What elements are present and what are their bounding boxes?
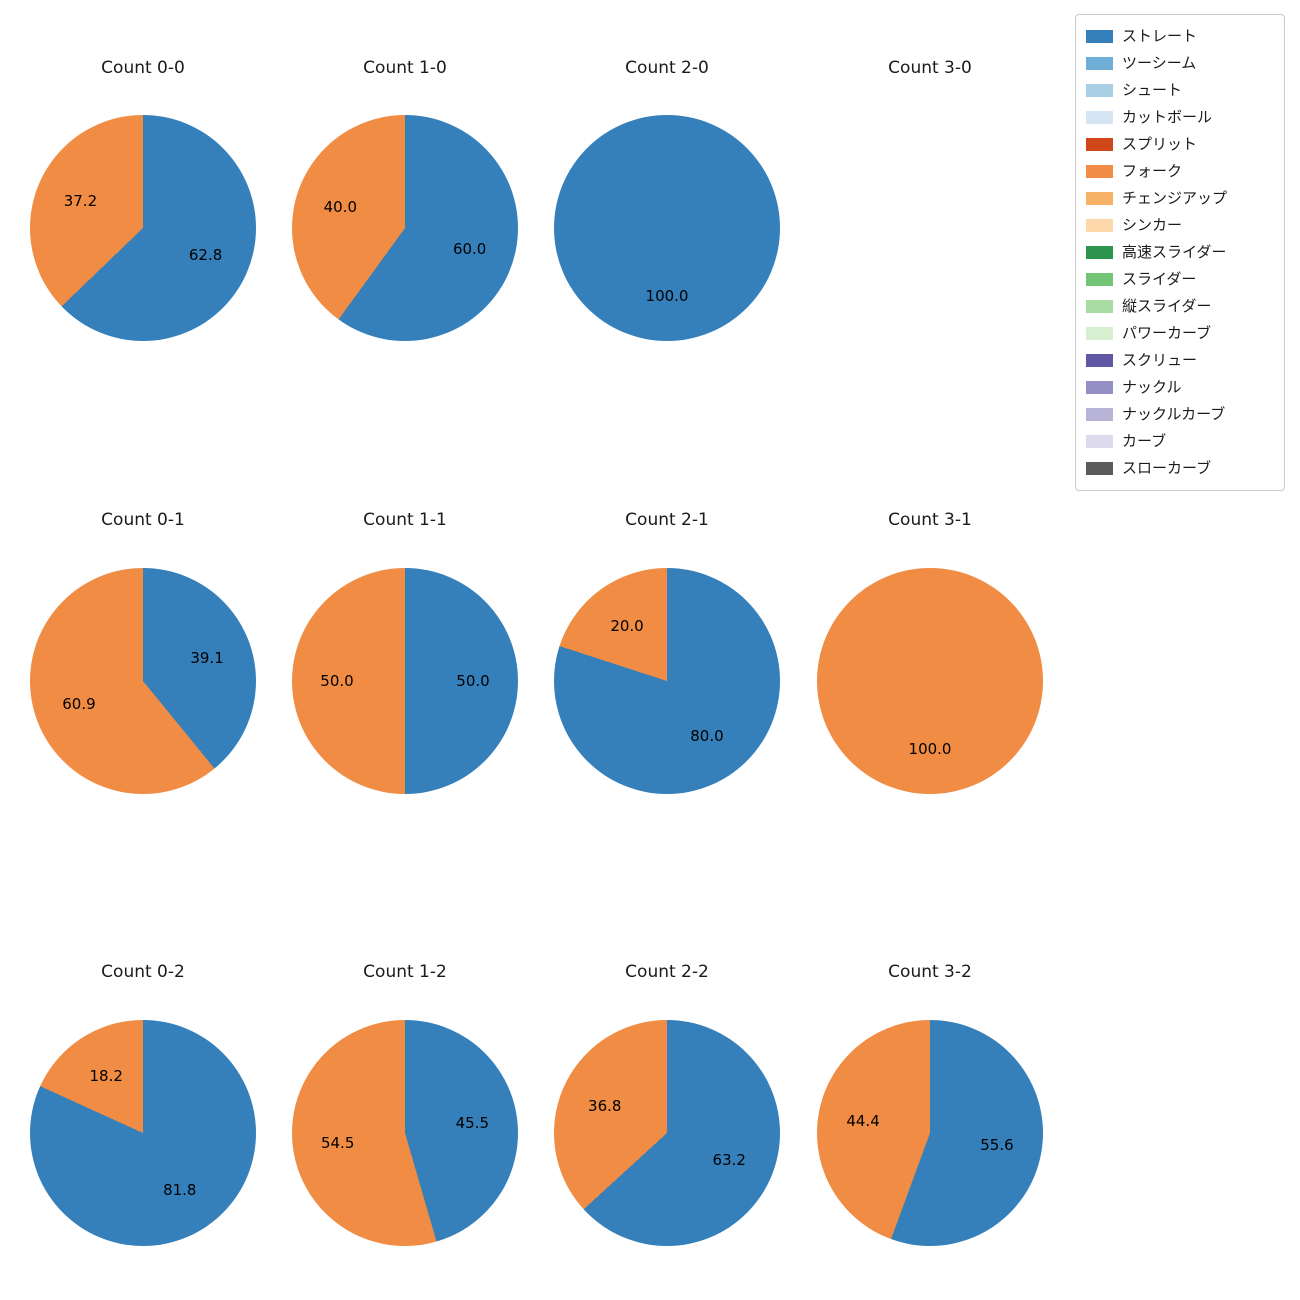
legend-swatch — [1086, 219, 1113, 232]
legend-item: 縦スライダー — [1086, 293, 1274, 320]
pie-count-3-1 — [817, 568, 1043, 794]
legend-label: 縦スライダー — [1122, 297, 1212, 315]
pie-slice-label: 18.2 — [89, 1066, 123, 1085]
legend-label: ナックル — [1122, 378, 1182, 396]
legend-swatch — [1086, 408, 1113, 421]
legend-label: シンカー — [1122, 216, 1183, 234]
pie-slice-label: 62.8 — [188, 245, 223, 264]
pie-slice-label: 36.8 — [588, 1096, 622, 1115]
legend-swatch — [1086, 165, 1113, 178]
legend-label: スプリット — [1122, 135, 1198, 153]
chart-title: Count 1-2 — [363, 962, 447, 982]
legend-item: ナックル — [1086, 374, 1274, 401]
chart-title: Count 0-1 — [101, 510, 185, 530]
chart-title: Count 2-2 — [625, 962, 709, 982]
pie-slice-label: 100.0 — [645, 287, 689, 305]
legend-item: チェンジアップ — [1086, 185, 1274, 212]
legend-swatch — [1086, 57, 1113, 70]
pie-count-2-2 — [554, 1020, 780, 1246]
legend-swatch — [1086, 192, 1113, 205]
legend-swatch — [1086, 84, 1113, 97]
pie-slice-label: 20.0 — [610, 616, 644, 635]
chart-title: Count 0-0 — [101, 58, 185, 78]
legend-swatch — [1086, 30, 1113, 43]
legend-item: ツーシーム — [1086, 50, 1274, 77]
pie-slice-label: 50.0 — [320, 672, 354, 690]
legend-label: スライダー — [1122, 270, 1197, 288]
legend-label: ナックルカーブ — [1122, 405, 1226, 423]
pie-count-1-1 — [292, 568, 518, 794]
legend-swatch — [1086, 246, 1113, 259]
pie-slice-label: 60.9 — [62, 694, 96, 713]
legend-label: チェンジアップ — [1122, 189, 1228, 207]
pie-count-0-1 — [30, 568, 256, 794]
legend-label: スローカーブ — [1122, 459, 1212, 477]
legend-item: フォーク — [1086, 158, 1274, 185]
pie-count-2-0 — [554, 115, 780, 341]
legend-item: ナックルカーブ — [1086, 401, 1274, 428]
legend-label: カーブ — [1122, 432, 1167, 450]
chart-title: Count 3-1 — [888, 510, 972, 530]
pie-slice-label: 63.2 — [712, 1151, 746, 1170]
legend-swatch — [1086, 273, 1113, 286]
pie-slice-label: 39.1 — [190, 649, 224, 668]
legend-swatch — [1086, 138, 1113, 151]
legend-item: パワーカーブ — [1086, 320, 1274, 347]
chart-title: Count 3-0 — [888, 58, 972, 78]
pie-slice-label: 80.0 — [690, 727, 724, 745]
legend-item: カットボール — [1086, 104, 1274, 131]
legend-item: スクリュー — [1086, 347, 1274, 374]
chart-title: Count 2-1 — [625, 510, 709, 530]
legend-label: カットボール — [1122, 108, 1213, 126]
legend-swatch — [1086, 111, 1113, 124]
legend-label: フォーク — [1122, 162, 1183, 180]
chart-title: Count 3-2 — [888, 962, 972, 982]
pie-slice-label: 55.6 — [980, 1135, 1014, 1154]
legend-item: 高速スライダー — [1086, 239, 1274, 266]
legend-item: シュート — [1086, 77, 1274, 104]
legend: ストレートツーシームシュートカットボール スプリットフォークチェンジアップ シンカー… — [1075, 14, 1285, 491]
pie-count-0-2 — [30, 1020, 256, 1246]
pie-count-0-0 — [30, 115, 256, 341]
legend-label: スクリュー — [1122, 351, 1198, 369]
pie-slice-label: 60.0 — [452, 240, 487, 258]
legend-swatch — [1086, 381, 1113, 394]
pie-count-2-1 — [554, 568, 780, 794]
legend-label: 高速スライダー — [1122, 243, 1227, 261]
legend-swatch — [1086, 300, 1113, 313]
pie-slice-label: 44.4 — [846, 1112, 880, 1131]
pie-count-3-2 — [817, 1020, 1043, 1246]
pie-slice-label: 37.2 — [63, 192, 98, 211]
legend-item: ストレート — [1086, 23, 1274, 50]
pie-slice-label: 54.5 — [320, 1133, 355, 1152]
legend-label: ツーシーム — [1122, 54, 1197, 72]
legend-item: カーブ — [1086, 428, 1274, 455]
pie-count-1-2 — [292, 1020, 518, 1246]
legend-swatch — [1086, 327, 1113, 340]
chart-title: Count 1-0 — [363, 58, 447, 78]
chart-title: Count 2-0 — [625, 58, 709, 78]
pie-slice-label: 50.0 — [456, 672, 490, 690]
legend-swatch — [1086, 435, 1113, 448]
legend-item: スプリット — [1086, 131, 1274, 158]
legend-swatch — [1086, 354, 1113, 367]
pie-slice-label: 100.0 — [908, 740, 952, 758]
chart-title: Count 0-2 — [101, 962, 185, 982]
pie-count-1-0 — [292, 115, 518, 341]
legend-label: シュート — [1122, 81, 1183, 99]
legend-item: スライダー — [1086, 266, 1274, 293]
pie-slice-label: 40.0 — [323, 197, 358, 216]
legend-label: ストレート — [1122, 27, 1198, 45]
legend-swatch — [1086, 462, 1113, 475]
legend-label: パワーカーブ — [1122, 324, 1212, 342]
pie-slice-label: 45.5 — [455, 1114, 490, 1133]
pie-slice-label: 81.8 — [163, 1181, 197, 1200]
legend-item: シンカー — [1086, 212, 1274, 239]
legend-item: スローカーブ — [1086, 455, 1274, 482]
chart-title: Count 1-1 — [363, 510, 447, 530]
